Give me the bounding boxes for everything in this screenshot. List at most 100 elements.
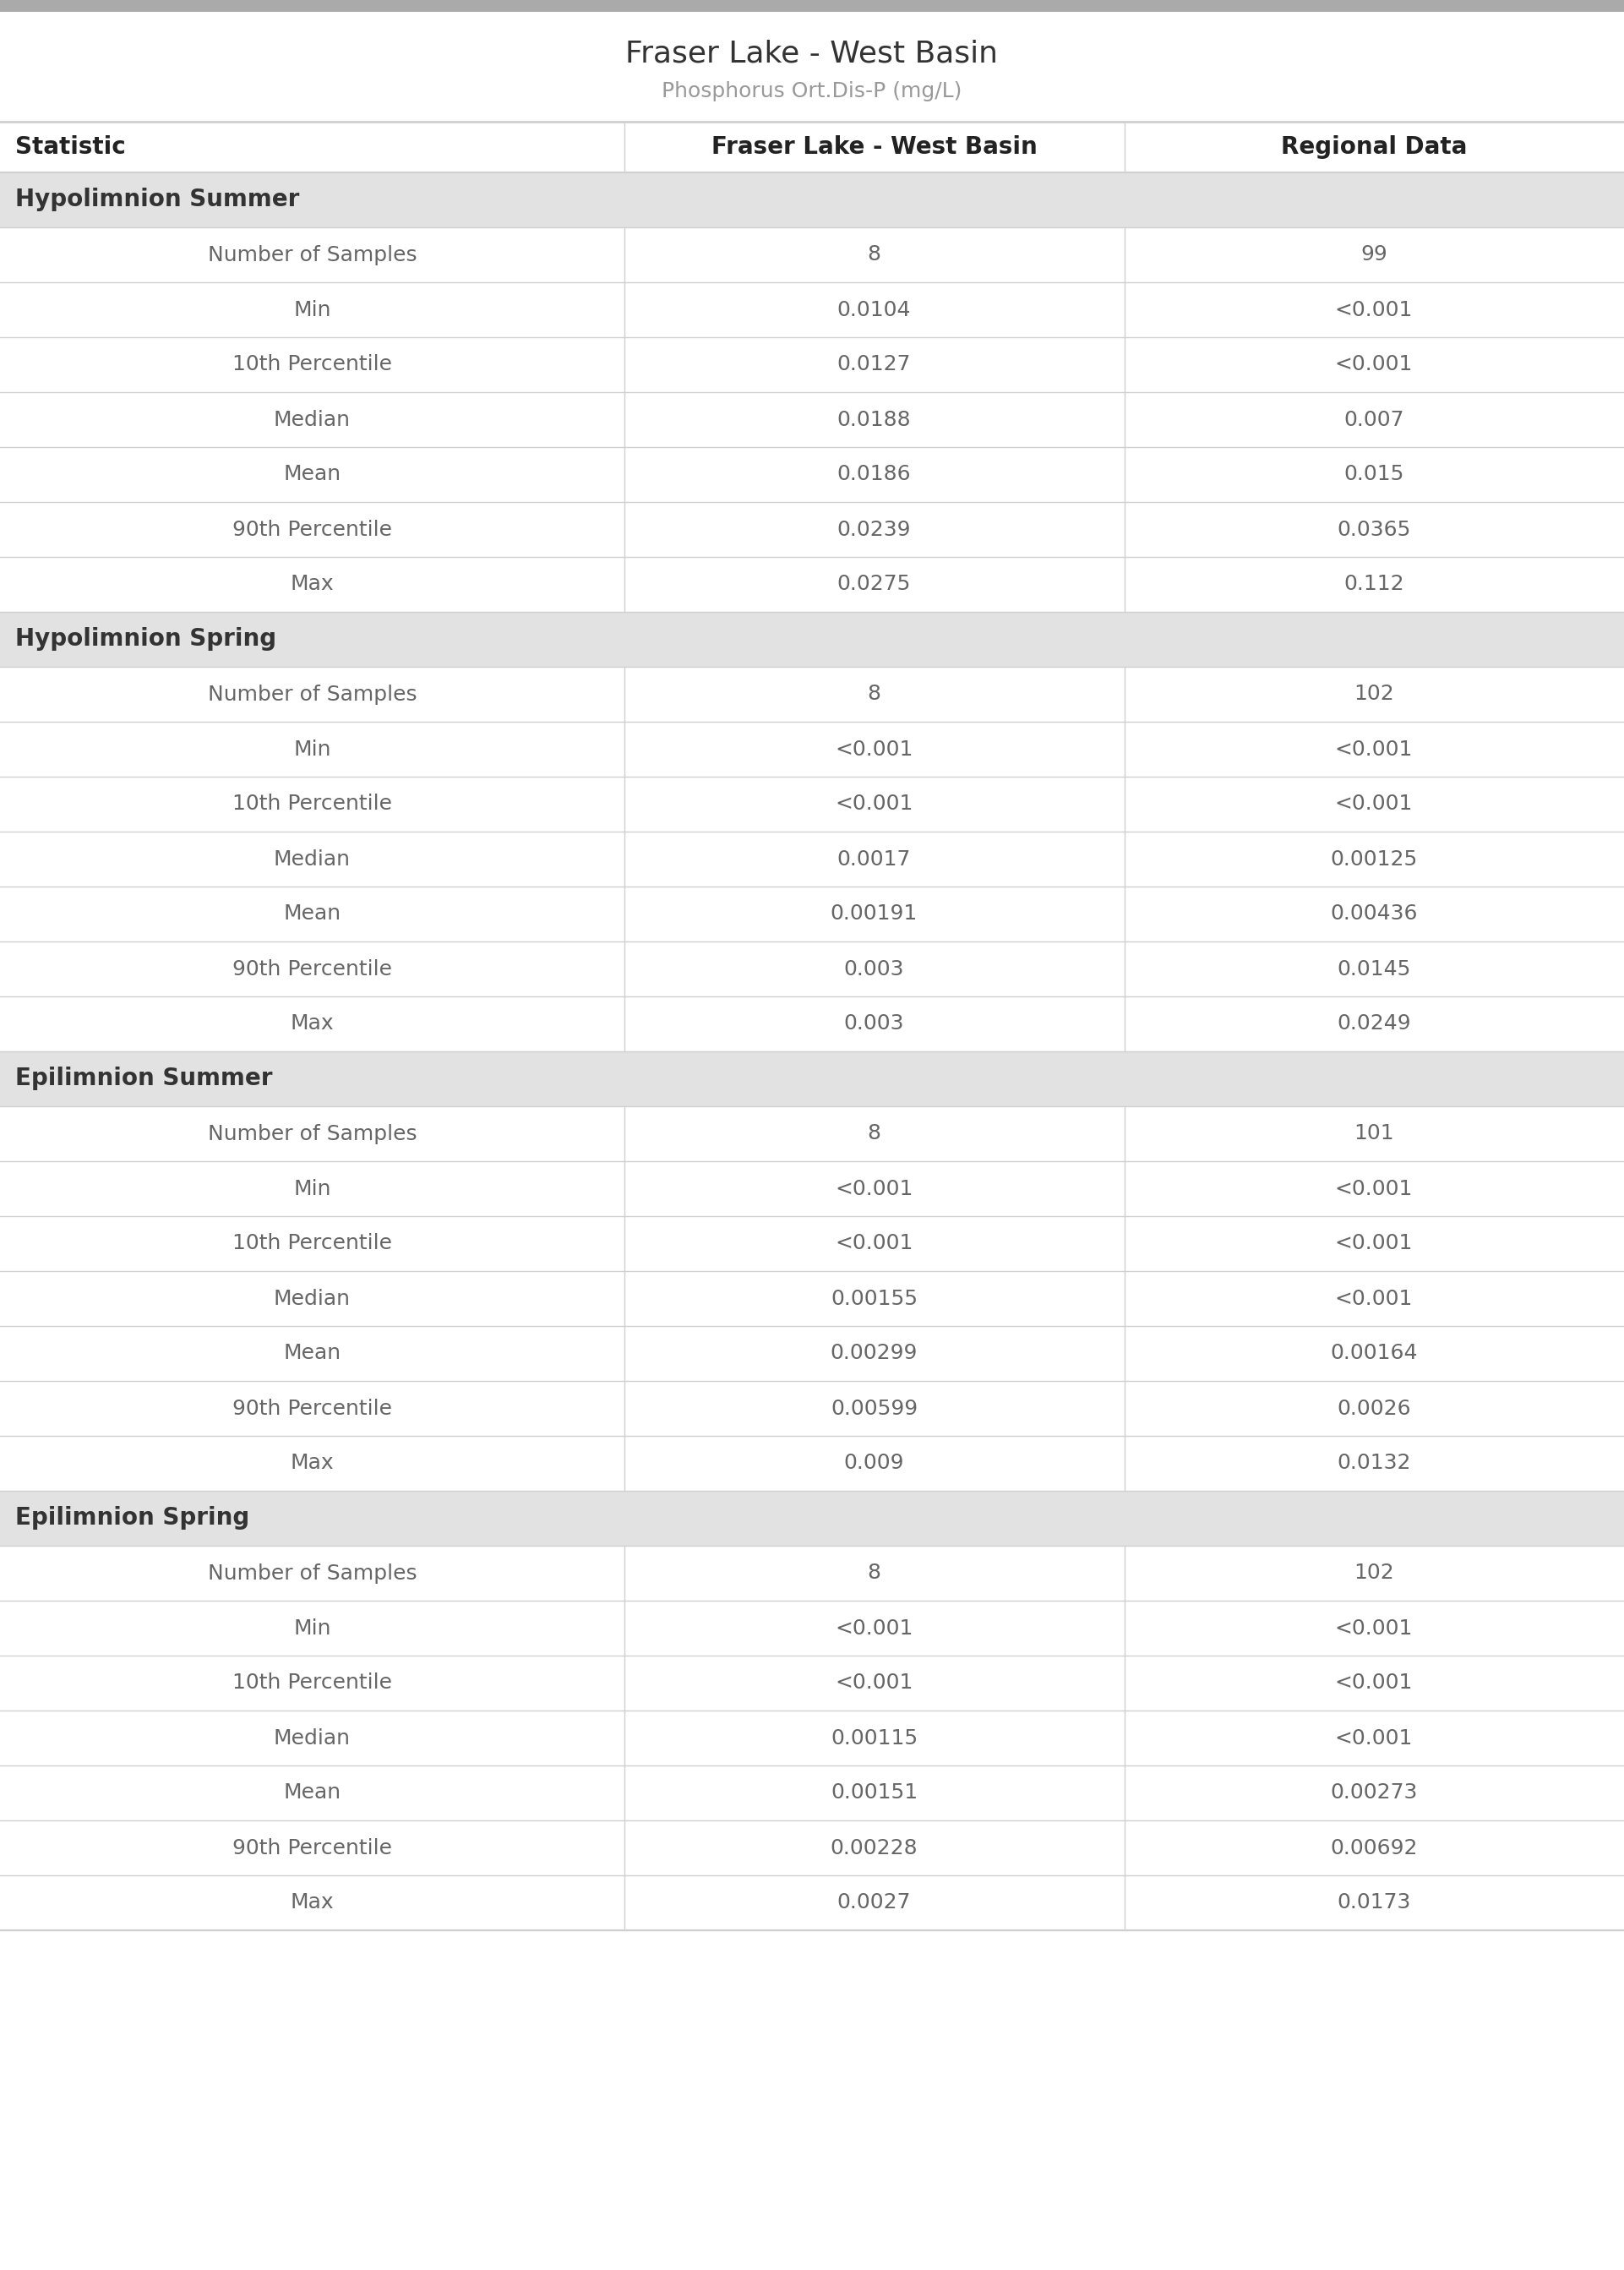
Bar [0,1875,1624,1930]
Text: 0.0186: 0.0186 [836,465,911,486]
Text: 0.00436: 0.00436 [1330,903,1418,924]
Text: 90th Percentile: 90th Percentile [232,1839,391,1859]
Text: <0.001: <0.001 [1335,1619,1413,1639]
Text: 0.00191: 0.00191 [830,903,918,924]
Text: 90th Percentile: 90th Percentile [232,1398,391,1419]
Text: 0.003: 0.003 [844,1015,905,1035]
Text: 0.003: 0.003 [844,958,905,978]
Bar [0,1326,1624,1380]
Bar [0,393,1624,447]
Bar [0,123,1624,173]
Text: 8: 8 [867,683,880,704]
Text: Min: Min [294,300,331,320]
Bar [0,1380,1624,1437]
Bar [0,1821,1624,1875]
Text: 0.009: 0.009 [844,1453,905,1473]
Text: 10th Percentile: 10th Percentile [232,354,391,375]
Text: 90th Percentile: 90th Percentile [232,520,391,540]
Bar [0,942,1624,997]
Text: 10th Percentile: 10th Percentile [232,1673,391,1693]
Text: Number of Samples: Number of Samples [208,683,417,704]
Bar [0,1546,1624,1600]
Text: Number of Samples: Number of Samples [208,1564,417,1584]
Text: 0.0132: 0.0132 [1337,1453,1411,1473]
Bar [0,722,1624,776]
Bar [0,11,1624,123]
Text: Mean: Mean [284,465,341,486]
Bar [0,776,1624,831]
Text: Fraser Lake - West Basin: Fraser Lake - West Basin [711,136,1038,159]
Text: 90th Percentile: 90th Percentile [232,958,391,978]
Text: 0.0239: 0.0239 [836,520,911,540]
Bar [0,338,1624,393]
Text: 101: 101 [1354,1124,1393,1144]
Bar [0,1051,1624,1105]
Text: 102: 102 [1354,1564,1393,1584]
Text: <0.001: <0.001 [1335,1289,1413,1310]
Text: <0.001: <0.001 [1335,1673,1413,1693]
Bar [0,1655,1624,1712]
Text: 0.015: 0.015 [1343,465,1405,486]
Text: 0.00151: 0.00151 [830,1782,918,1802]
Bar [0,447,1624,502]
Bar [0,1271,1624,1326]
Text: 0.00155: 0.00155 [830,1289,918,1310]
Text: 0.007: 0.007 [1343,409,1405,429]
Text: 0.00115: 0.00115 [830,1727,918,1748]
Bar [0,0,1624,11]
Bar [0,1766,1624,1821]
Text: Median: Median [274,849,351,869]
Bar [0,888,1624,942]
Text: 0.0027: 0.0027 [836,1893,911,1914]
Bar [0,281,1624,338]
Text: 0.0026: 0.0026 [1337,1398,1411,1419]
Text: 0.0275: 0.0275 [838,574,911,595]
Bar [0,173,1624,227]
Text: <0.001: <0.001 [835,1178,913,1199]
Text: 99: 99 [1361,245,1387,266]
Text: Max: Max [291,1893,335,1914]
Text: <0.001: <0.001 [835,1673,913,1693]
Bar [0,613,1624,667]
Text: 10th Percentile: 10th Percentile [232,1233,391,1253]
Text: Fraser Lake - West Basin: Fraser Lake - West Basin [625,39,999,68]
Bar [0,1105,1624,1162]
Text: 0.0145: 0.0145 [1337,958,1411,978]
Text: 102: 102 [1354,683,1393,704]
Text: 0.0365: 0.0365 [1337,520,1411,540]
Text: <0.001: <0.001 [1335,1727,1413,1748]
Text: <0.001: <0.001 [1335,1233,1413,1253]
Text: Min: Min [294,1178,331,1199]
Bar [0,831,1624,888]
Text: Number of Samples: Number of Samples [208,245,417,266]
Bar [0,556,1624,613]
Bar [0,1162,1624,1217]
Text: Median: Median [274,1727,351,1748]
Text: <0.001: <0.001 [835,1619,913,1639]
Text: 8: 8 [867,245,880,266]
Bar [0,502,1624,556]
Text: Max: Max [291,574,335,595]
Bar [0,1600,1624,1655]
Text: 0.0173: 0.0173 [1337,1893,1411,1914]
Text: <0.001: <0.001 [835,1233,913,1253]
Text: 0.112: 0.112 [1343,574,1405,595]
Bar [0,667,1624,722]
Text: 0.00692: 0.00692 [1330,1839,1418,1859]
Text: 0.0127: 0.0127 [836,354,911,375]
Bar [0,997,1624,1051]
Text: 0.00273: 0.00273 [1330,1782,1418,1802]
Text: Phosphorus Ort.Dis-P (mg/L): Phosphorus Ort.Dis-P (mg/L) [663,82,961,102]
Text: 0.0249: 0.0249 [1337,1015,1411,1035]
Text: 0.00599: 0.00599 [830,1398,918,1419]
Text: Mean: Mean [284,903,341,924]
Text: <0.001: <0.001 [1335,300,1413,320]
Text: Regional Data: Regional Data [1281,136,1466,159]
Text: Median: Median [274,409,351,429]
Text: <0.001: <0.001 [1335,1178,1413,1199]
Text: Epilimnion Summer: Epilimnion Summer [15,1067,273,1090]
Bar [0,1217,1624,1271]
Text: 0.00228: 0.00228 [830,1839,918,1859]
Text: <0.001: <0.001 [1335,740,1413,760]
Text: <0.001: <0.001 [835,794,913,815]
